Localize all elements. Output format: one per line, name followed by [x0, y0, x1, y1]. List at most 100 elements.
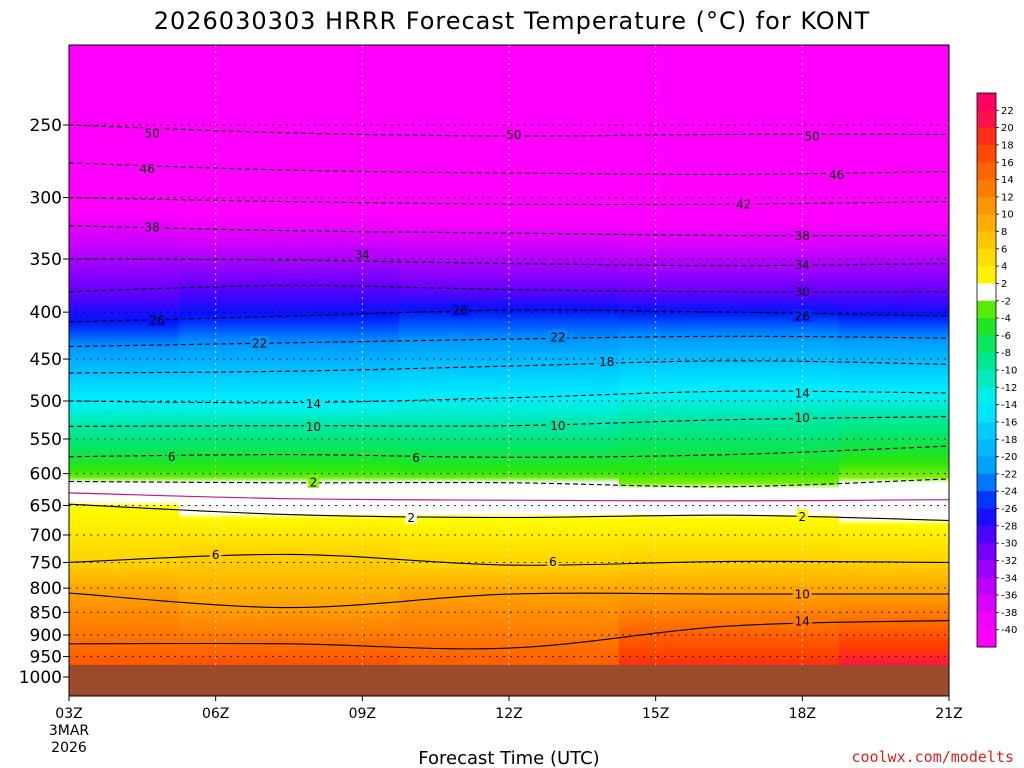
- colorbar-swatch: [977, 144, 996, 163]
- isotherm--46: [69, 162, 949, 175]
- contour-label: 10: [795, 411, 810, 425]
- y-tick-label: 900: [30, 626, 62, 646]
- colorbar-tick-label: 8: [1001, 227, 1007, 238]
- y-tick-label: 450: [30, 350, 62, 370]
- freezing-line: [69, 492, 949, 502]
- colorbar-tick-label: -18: [1001, 435, 1017, 446]
- ground-fill: [69, 664, 949, 696]
- colorbar-swatch: [977, 387, 996, 406]
- isotherm--6: [69, 445, 949, 458]
- colorbar-swatch: [977, 456, 996, 475]
- x-tick-label: 15Z: [642, 706, 669, 722]
- colorbar-tick-label: -22: [1001, 469, 1017, 480]
- colorbar-tick-label: 18: [1001, 140, 1014, 151]
- contour-label: 14: [795, 387, 810, 401]
- colorbar-swatch: [977, 266, 996, 284]
- contour-label: 22: [252, 336, 267, 350]
- colorbar-swatch: [977, 196, 996, 215]
- contour-label: 6: [212, 548, 220, 562]
- colorbar-swatch: [977, 110, 996, 129]
- isotherm--30: [69, 284, 949, 293]
- contour-label: 42: [736, 198, 751, 212]
- colorbar-swatch: [977, 352, 996, 371]
- y-tick-label: 650: [30, 497, 62, 517]
- colorbar-swatch: [977, 231, 996, 250]
- colorbar-swatch: [977, 577, 996, 596]
- contour-label: 2: [310, 476, 318, 490]
- isotherm--22: [69, 335, 949, 348]
- x-start-label: 3MAR: [49, 723, 90, 739]
- isotherm-contours: [69, 124, 949, 650]
- colorbar-swatch: [977, 508, 996, 527]
- contour-label: 10: [550, 419, 565, 433]
- colorbar-swatch: [977, 421, 996, 440]
- colorbar-tick-label: 22: [1001, 106, 1014, 117]
- y-tick-label: 800: [30, 579, 62, 599]
- colorbar-swatch: [977, 629, 996, 648]
- contour-label: 6: [549, 555, 557, 569]
- y-tick-label: 950: [30, 648, 62, 668]
- colorbar-tick-label: -16: [1001, 417, 1017, 428]
- colorbar-swatch: [977, 335, 996, 354]
- colorbar-tick-label: -24: [1001, 487, 1017, 498]
- colorbar-swatch: [977, 543, 996, 561]
- isotherm--26: [69, 309, 949, 323]
- colorbar-tick-label: -14: [1001, 400, 1017, 411]
- isotherm--10: [69, 416, 949, 427]
- colorbar-tick-label: -2: [1001, 296, 1011, 307]
- contour-label: 38: [144, 221, 159, 235]
- colorbar-swatch: [977, 179, 996, 198]
- colorbar: 22 20 18 16 14 12 10 8 6 4 2 -2 -4 -6 -8 -10 -12 -14 -16 -1…: [976, 92, 1017, 648]
- colorbar-swatch: [977, 439, 996, 458]
- credit-text: coolwx.com/modelts: [851, 748, 1014, 766]
- contour-label: 46: [829, 168, 844, 182]
- y-tick-label: 500: [30, 392, 62, 412]
- colorbar-swatch: [977, 560, 996, 579]
- contour-label: 10: [306, 420, 321, 434]
- y-tick-label: 350: [30, 250, 62, 270]
- chart-title: 2026030303 HRRR Forecast Temperature (°C…: [154, 7, 871, 35]
- contour-label: 18: [599, 355, 614, 369]
- colorbar-swatch: [977, 612, 996, 631]
- colorbar-tick-label: -38: [1001, 608, 1017, 619]
- colorbar-tick-label: -34: [1001, 573, 1017, 584]
- colorbar-swatch: [977, 491, 996, 509]
- isotherm--2: [69, 478, 949, 488]
- contour-label: 26: [149, 314, 164, 328]
- x-axis-label: Forecast Time (UTC): [418, 748, 599, 768]
- colorbar-tick-label: -36: [1001, 591, 1017, 602]
- colorbar-tick-label: 4: [1001, 262, 1007, 273]
- x-tick-label: 06Z: [202, 706, 229, 722]
- contour-label: 22: [550, 331, 565, 345]
- x-start-label: 03Z: [55, 706, 82, 722]
- colorbar-tick-label: -8: [1001, 348, 1011, 359]
- contour-label: 50: [804, 130, 819, 144]
- contour-label: 2: [798, 510, 806, 524]
- colorbar-swatch: [977, 595, 996, 613]
- colorbar-tick-label: -20: [1001, 452, 1017, 463]
- contour-label: 34: [795, 258, 810, 272]
- contour-label: 26: [795, 310, 810, 324]
- colorbar-tick-label: 10: [1001, 210, 1014, 221]
- isotherm--18: [69, 360, 949, 374]
- y-tick-label: 750: [30, 553, 62, 573]
- colorbar-swatch: [977, 473, 996, 492]
- colorbar-tick-label: -32: [1001, 556, 1017, 567]
- isotherm--38: [69, 225, 949, 237]
- colorbar-tick-label: 20: [1001, 123, 1014, 134]
- colorbar-swatch: [977, 404, 996, 423]
- colorbar-tick-label: -28: [1001, 521, 1017, 532]
- colorbar-swatch: [977, 93, 996, 111]
- isotherm--34: [69, 258, 949, 267]
- colorbar-tick-label: -26: [1001, 504, 1017, 515]
- colorbar-tick-label: 6: [1001, 244, 1007, 255]
- y-tick-label: 600: [30, 465, 62, 485]
- isotherm--14: [69, 390, 949, 404]
- colorbar-tick-label: -12: [1001, 383, 1017, 394]
- y-tick-label: 1000: [19, 668, 62, 688]
- x-tick-label: 09Z: [349, 706, 376, 722]
- x-tick-label: 18Z: [789, 706, 816, 722]
